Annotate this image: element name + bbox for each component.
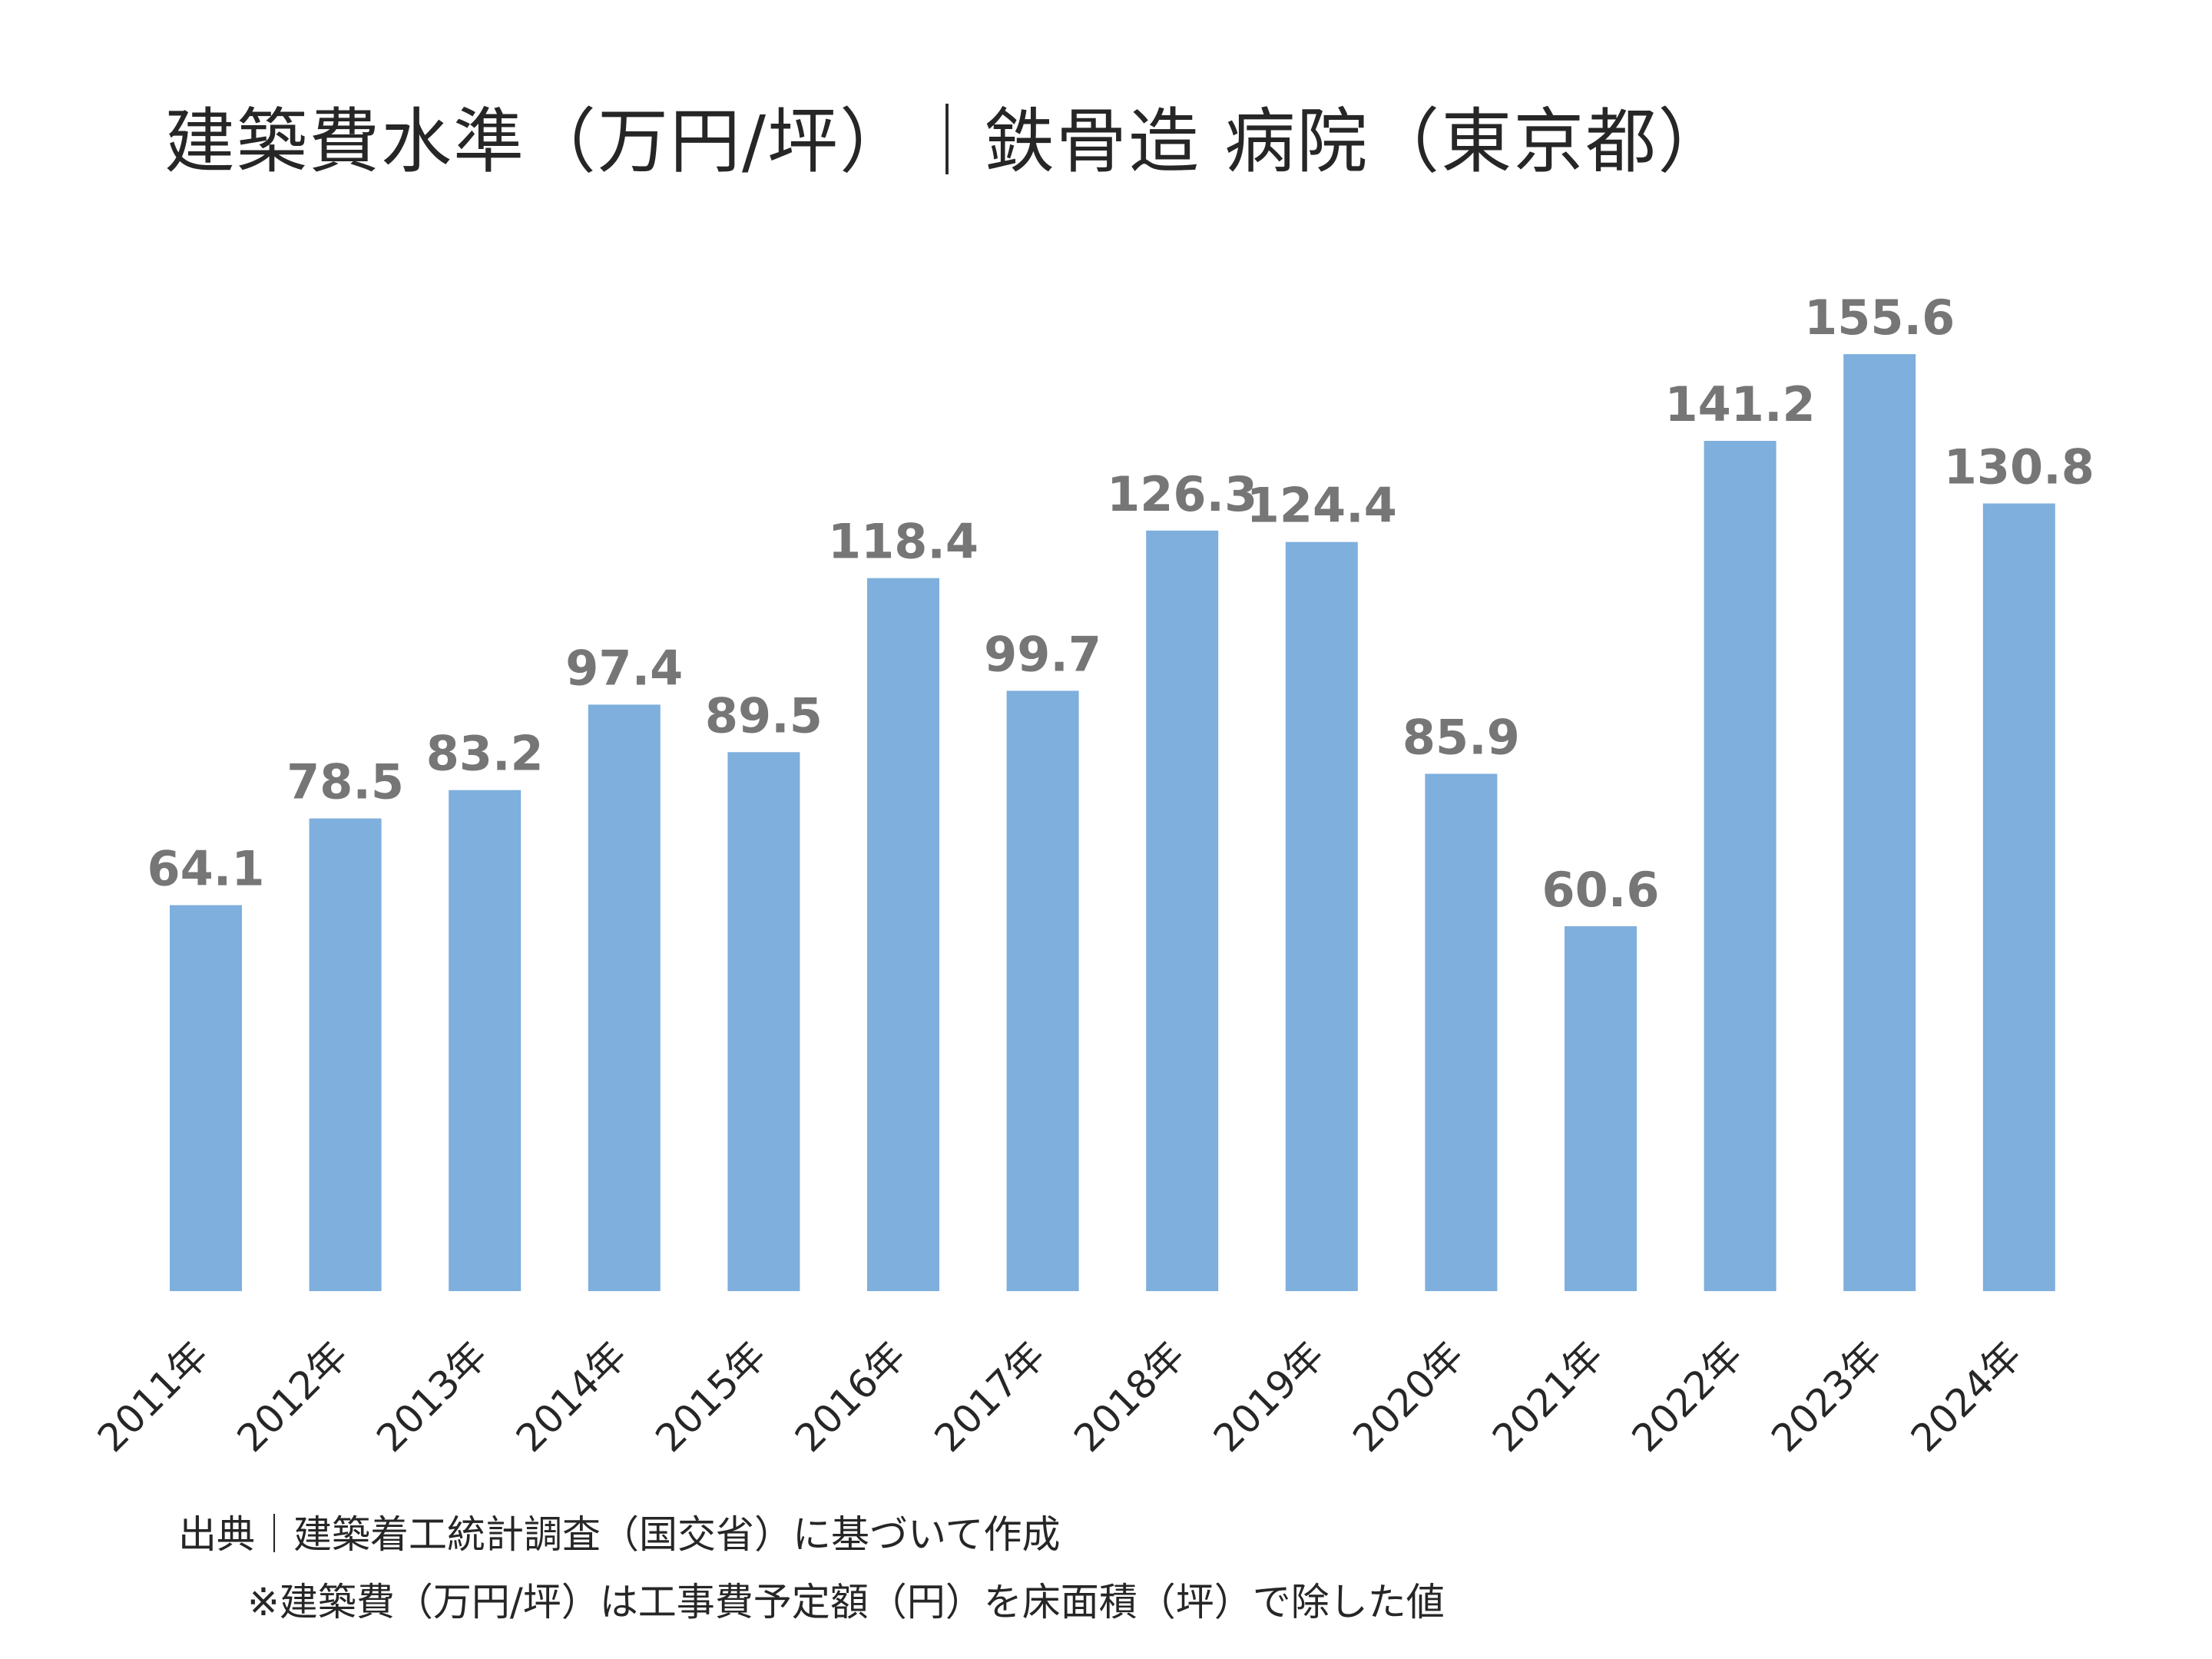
bar-2017年: [1006, 690, 1079, 1291]
value-label: 78.5: [286, 754, 404, 810]
bar-2018年: [1146, 530, 1219, 1291]
value-label: 99.7: [984, 626, 1101, 682]
x-tick-label: 2020年: [1345, 1333, 1472, 1460]
x-tick-label: 2024年: [1902, 1333, 2030, 1460]
value-label: 64.1: [147, 841, 265, 897]
value-label: 89.5: [705, 687, 823, 743]
x-tick-label: 2019年: [1205, 1333, 1333, 1460]
value-label: 155.6: [1804, 290, 1955, 346]
x-tick-label: 2011年: [89, 1333, 217, 1460]
x-tick-label: 2015年: [647, 1333, 775, 1460]
value-label: 141.2: [1665, 376, 1816, 432]
calculation-note: ※建築費（万円/坪）は工事費予定額（円）を床面積（坪）で除した値: [247, 1580, 1445, 1624]
bar-2020年: [1425, 773, 1498, 1291]
bar-2024年: [1982, 503, 2055, 1291]
chart-title: 建築費水準（万円/坪）｜鉄骨造 病院（東京都）: [164, 101, 1730, 183]
x-tick-label: 2012年: [229, 1333, 356, 1460]
bar-2016年: [867, 578, 939, 1291]
bar-2014年: [588, 704, 661, 1291]
bar-2012年: [309, 818, 382, 1291]
bar-2022年: [1704, 441, 1777, 1291]
value-label: 130.8: [1944, 439, 2094, 495]
bar-2015年: [727, 752, 800, 1291]
x-tick-label: 2014年: [508, 1333, 635, 1460]
value-label: 85.9: [1402, 710, 1520, 766]
x-tick-label: 2016年: [786, 1333, 914, 1460]
x-tick-label: 2013年: [368, 1333, 495, 1460]
x-tick-label: 2017年: [926, 1333, 1054, 1460]
bar-2011年: [170, 905, 242, 1291]
x-axis-tick-labels: 2011年 2012年 2013年 2014年 2015年 2016年 2017年 2018年…: [89, 1333, 2030, 1460]
bar-2019年: [1285, 541, 1358, 1291]
value-label: 83.2: [426, 726, 544, 782]
x-tick-label: 2023年: [1763, 1333, 1890, 1460]
x-tick-label: 2022年: [1624, 1333, 1751, 1460]
value-label: 60.6: [1542, 862, 1660, 918]
source-note: 出典｜建築着工統計調査（国交省）に基づいて作成: [178, 1512, 1061, 1557]
value-label: 118.4: [828, 514, 979, 570]
x-tick-label: 2021年: [1484, 1333, 1611, 1460]
bar-2013年: [449, 790, 522, 1291]
x-tick-label: 2018年: [1065, 1333, 1193, 1460]
value-label: 124.4: [1247, 478, 1397, 534]
bar-2021年: [1565, 926, 1637, 1291]
value-label: 126.3: [1107, 466, 1257, 522]
value-label: 97.4: [565, 640, 683, 696]
bars-group: [170, 354, 2055, 1292]
bar-2023年: [1843, 354, 1916, 1292]
